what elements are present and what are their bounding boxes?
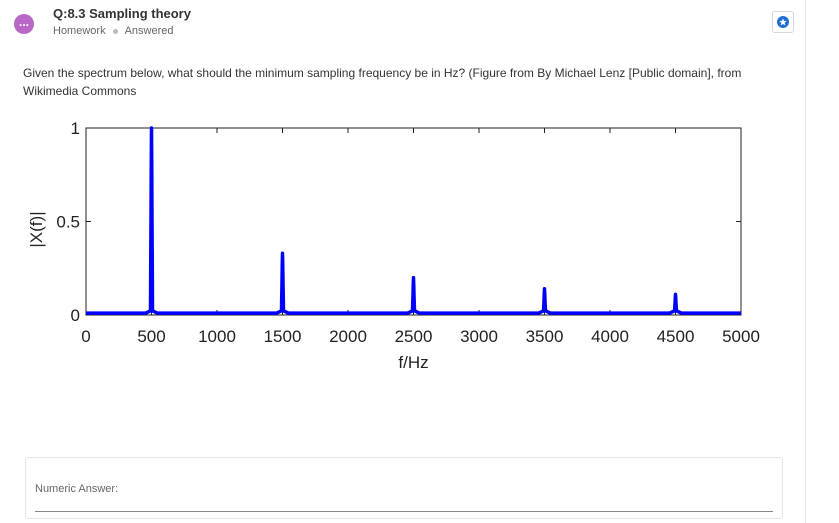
question-meta: Homework Answered <box>53 25 174 37</box>
x-tick-label: 5000 <box>722 327 760 346</box>
meta-status: Answered <box>124 25 174 37</box>
spectrum-chart: 0 500 1000 1500 2000 2500 3000 3500 4000 4500 5000… <box>27 119 760 372</box>
x-tick-label: 3500 <box>526 327 564 346</box>
x-tick-label: 500 <box>137 327 165 346</box>
y-tick-label: 0 <box>71 306 80 325</box>
answer-label: Numeric Answer: <box>35 483 119 495</box>
x-tick-label: 1500 <box>264 327 302 346</box>
x-tick-label: 1000 <box>198 327 236 346</box>
x-tick-label: 4500 <box>657 327 695 346</box>
star-icon <box>777 16 789 28</box>
spectrum-line <box>84 126 743 315</box>
more-options-icon[interactable]: ... <box>14 14 34 34</box>
question-title: Q:8.3 Sampling theory <box>53 6 191 21</box>
separator-dot-icon <box>112 28 118 34</box>
x-tick-label: 0 <box>81 327 90 346</box>
meta-type: Homework <box>53 25 106 37</box>
x-axis-label: f/Hz <box>398 353 428 372</box>
x-tick-label: 4000 <box>591 327 629 346</box>
x-tick-label: 2500 <box>395 327 433 346</box>
numeric-answer-input[interactable] <box>35 498 773 512</box>
y-tick-label: 0.5 <box>56 213 80 232</box>
y-axis-label: |X(f)| <box>27 211 46 247</box>
answer-box: Numeric Answer: <box>25 457 783 519</box>
y-tick-label: 1 <box>71 119 80 138</box>
question-card: ... Q:8.3 Sampling theory Homework Answe… <box>14 0 806 523</box>
x-tick-label: 2000 <box>329 327 367 346</box>
x-tick-label: 3000 <box>460 327 498 346</box>
question-text: Given the spectrum below, what should th… <box>23 66 742 98</box>
bookmark-button[interactable] <box>772 11 794 33</box>
